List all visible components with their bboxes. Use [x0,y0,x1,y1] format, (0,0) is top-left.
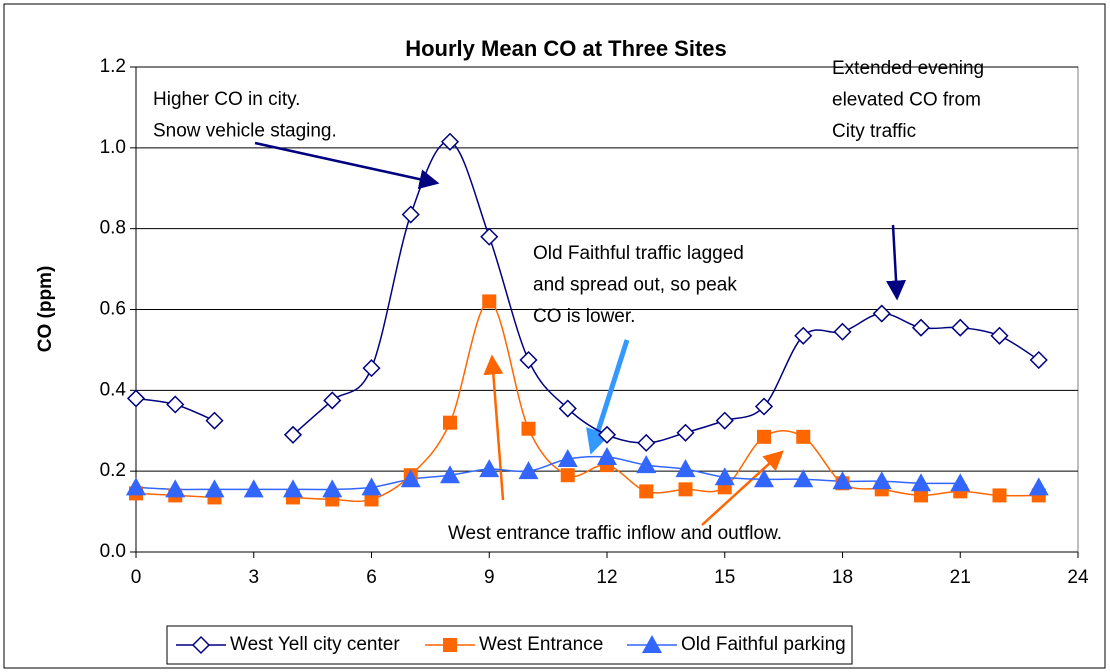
legend-marker [191,635,211,655]
point [283,479,303,498]
point [480,227,499,246]
legend-marker [642,635,662,653]
point [951,318,970,337]
point [204,479,225,498]
point [794,326,813,345]
point [637,433,656,452]
y-tick-label: 0.8 [100,218,126,239]
point [322,479,343,498]
point [832,471,853,490]
point [1028,477,1049,496]
point [165,479,186,498]
point [362,359,381,378]
y-tick-label: 0.4 [100,379,127,400]
x-tick-label: 21 [950,567,971,588]
point [675,459,696,478]
annotation-arrows [254,141,907,526]
point [871,471,892,490]
point [440,132,460,151]
point [914,488,928,503]
arrow [483,354,505,501]
point [323,391,342,410]
point [283,425,303,444]
point [950,473,971,492]
point [479,459,500,478]
arrow [586,339,630,455]
point [678,482,693,497]
y-tick-label: 0.2 [100,460,126,481]
point [1029,350,1048,370]
point [440,465,460,484]
y-tick-label: 0.0 [100,541,126,562]
point [482,294,497,309]
legend-label: West Yell city center [230,634,400,655]
x-tick-label: 18 [832,567,853,588]
point [518,461,539,480]
x-tick-label: 3 [248,567,259,588]
point [754,397,774,416]
point [558,399,577,418]
point [519,350,538,370]
annotation: and spread out, so peak [533,275,737,296]
y-tick-label: 1.0 [100,137,126,158]
point [361,477,382,496]
point [557,449,578,468]
point [205,411,224,430]
annotation: West entrance traffic inflow and outflow… [448,523,782,544]
arrow [701,450,784,526]
x-tick-label: 24 [1067,567,1089,588]
x-tick-label: 12 [596,567,617,588]
point [793,469,814,488]
annotation: CO is lower. [533,306,635,327]
legend-label: West Entrance [479,634,603,655]
x-tick-label: 15 [714,567,735,588]
annotation: Higher CO in city. [153,89,300,110]
point [911,318,931,337]
y-tick-label: 0.6 [100,299,126,320]
point [872,304,891,323]
annotation: Snow vehicle staging. [153,121,337,142]
annotation: Old Faithful traffic lagged [533,243,744,264]
point [992,488,1007,503]
point [757,429,771,444]
point [243,479,264,498]
x-tick-label: 6 [366,567,377,588]
point [166,395,185,414]
point [401,205,420,224]
arrow [254,141,440,190]
point [400,469,421,488]
point [990,326,1009,345]
annotation: elevated CO from [832,90,981,111]
point [754,469,774,488]
point [676,423,695,442]
point [126,389,146,408]
legend-label: Old Faithful parking [681,634,846,655]
point [521,421,536,436]
x-tick-label: 0 [131,567,142,588]
annotation: Extended evening [832,58,984,79]
point [714,467,735,486]
point [911,473,931,492]
y-tick-label: 1.2 [100,56,126,77]
legend [166,625,853,665]
y-axis-label: CO (ppm) [35,266,56,353]
legend-marker [443,638,457,652]
arrow [886,224,907,301]
point [560,468,575,483]
point [715,411,734,430]
point [639,484,654,499]
point [796,429,811,444]
chart-title: Hourly Mean CO at Three Sites [405,36,727,61]
point [364,492,379,507]
x-tick-label: 9 [484,567,495,588]
point [597,447,617,466]
point [636,455,657,474]
point [126,477,146,496]
point [597,425,617,444]
annotation: City traffic [832,121,916,142]
point [443,415,457,430]
point [833,322,852,341]
